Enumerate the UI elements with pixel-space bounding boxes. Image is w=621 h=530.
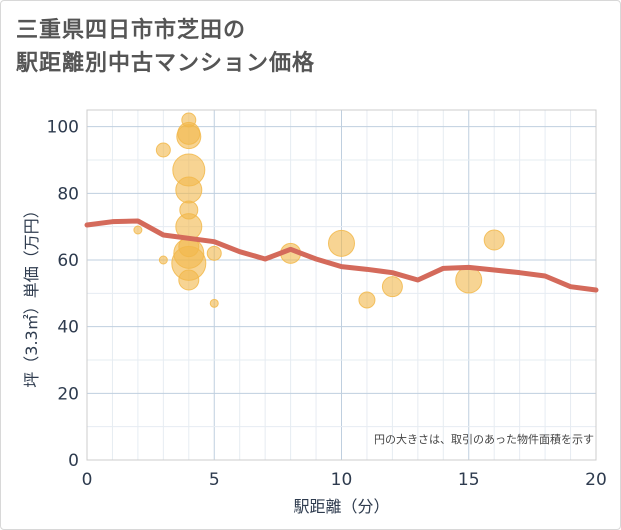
plot-area-border xyxy=(86,109,597,461)
x-tick-label: 0 xyxy=(82,470,93,490)
tick-labels: 0 5 10 15 20 0 20 40 60 80 100 xyxy=(47,118,607,490)
y-tick-label: 60 xyxy=(57,251,79,271)
chart-title-line-2: 駅距離別中古マンション価格 xyxy=(16,51,316,76)
y-tick-label: 0 xyxy=(68,451,79,471)
bubble-point xyxy=(178,269,200,291)
x-tick-label: 5 xyxy=(209,470,220,490)
bubble-point xyxy=(209,298,219,308)
x-tick-label: 10 xyxy=(331,470,353,490)
bubble-point xyxy=(175,176,203,204)
bubble-point xyxy=(381,276,403,298)
x-tick-label: 15 xyxy=(458,470,480,490)
bubble-point xyxy=(483,229,505,251)
bubble-series xyxy=(133,112,505,309)
bubble-point xyxy=(176,124,202,150)
average-price-line xyxy=(84,218,599,293)
y-tick-label: 20 xyxy=(57,384,79,404)
bubble-point xyxy=(155,142,171,158)
grid xyxy=(86,110,597,461)
y-axis-label: 坪（3.3㎡）単価（万円） xyxy=(22,202,41,387)
y-tick-label: 80 xyxy=(57,184,79,204)
bubble-point xyxy=(455,266,483,294)
bubble-point xyxy=(328,229,355,257)
chart-title-line-1: 三重県四日市市芝田の xyxy=(16,18,247,43)
chart-title: 三重県四日市市芝田の 駅距離別中古マンション価格 xyxy=(16,14,576,80)
bubble-point xyxy=(358,291,376,309)
bubble-point xyxy=(158,255,168,265)
size-legend-note: 円の大きさは、取引のあった物件面積を示す xyxy=(374,432,594,446)
bubble-point xyxy=(133,225,143,235)
x-axis-label: 駅距離（分） xyxy=(293,497,389,516)
bubble-point xyxy=(206,245,222,261)
y-tick-label: 100 xyxy=(47,118,79,138)
y-tick-label: 40 xyxy=(57,318,79,338)
trend-line-series xyxy=(84,218,599,293)
x-tick-label: 20 xyxy=(585,470,607,490)
